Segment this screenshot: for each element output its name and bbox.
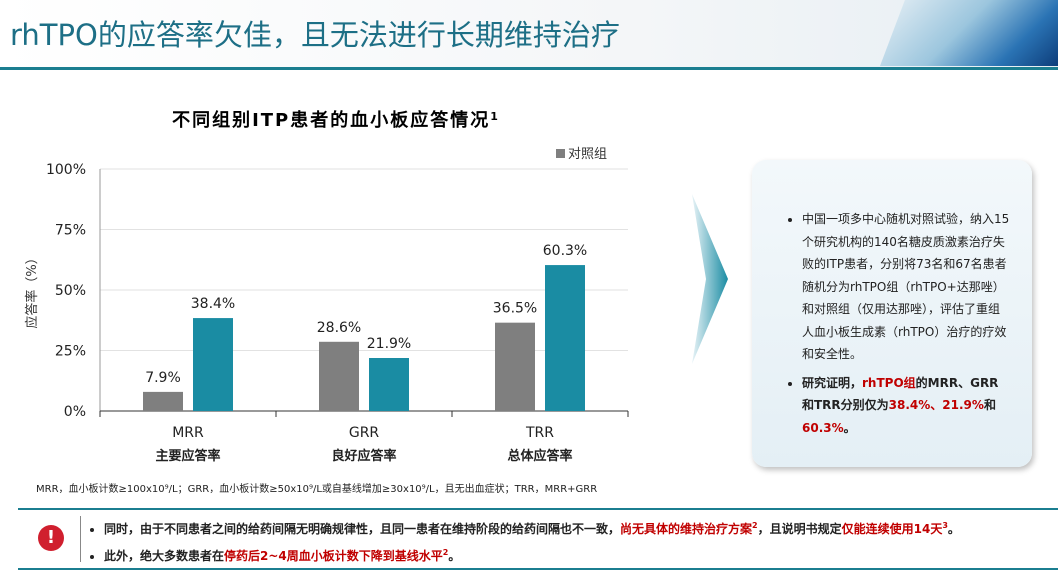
value-label: 7.9% (145, 370, 181, 386)
summary-box: 中国一项多中心随机对照试验，纳入15个研究机构的140名糖皮质激素治疗失败的IT… (752, 160, 1032, 467)
divider (80, 516, 81, 562)
x-tick-label: MRR (172, 425, 204, 441)
chart: 不同组别ITP患者的血小板应答情况1 应答率（%） 0% 25% 50% 75% 100% M… (24, 109, 629, 464)
bullet: 此外，绝大多数患者在停药后2~4周血小板计数下降到基线水平2。 (104, 541, 960, 568)
y-axis-label: 应答率（%） (24, 251, 40, 328)
text-segment: 中国一项多中心随机对照试验，纳入15个研究机构的140名糖皮质激素治疗失败的IT… (802, 212, 1010, 361)
bullet: 中国一项多中心随机对照试验，纳入15个研究机构的140名糖皮质激素治疗失败的IT… (802, 208, 1010, 366)
text-segment: 此外，绝大多数患者在 (104, 549, 225, 563)
text-segment: 停药后2~4周血小板计数下降到基线水平 (224, 549, 443, 563)
legend-label: 对照组 (568, 147, 607, 162)
bullet: 同时，由于不同患者之间的给药间隔无明确规律性，且同一患者在维持阶段的给药间隔也不… (104, 514, 960, 541)
notice: ! 同时，由于不同患者之间的给药间隔无明确规律性，且同一患者在维持阶段的给药间隔… (18, 508, 1058, 570)
text-segment: 60.3% (802, 420, 844, 435)
text-segment: 3 (942, 521, 948, 530)
y-tick-label: 75% (55, 223, 86, 239)
value-label: 38.4% (191, 296, 235, 312)
alert-icon: ! (38, 525, 64, 551)
text-segment: 和 (983, 398, 996, 412)
x-tick-sublabel: 主要应答率 (155, 448, 220, 464)
header-line (0, 67, 1058, 70)
text-segment: 尚无具体的维持治疗方案 (620, 522, 753, 536)
header-title: rhTPO的应答率欠佳，且无法进行长期维持治疗 (10, 18, 620, 52)
text-segment: 。 (947, 522, 960, 536)
text-segment: 仅能连续使用14天 (841, 522, 943, 536)
y-tick-label: 0% (64, 404, 86, 420)
text-segment: 。 (448, 549, 461, 563)
footnote: MRR，血小板计数≥100x10⁹/L；GRR，血小板计数≥50x10⁹/L或自… (36, 484, 598, 495)
x-tick-label: TRR (525, 425, 554, 441)
legend-swatch (556, 149, 565, 158)
chart-title: 不同组别ITP患者的血小板应答情况1 (172, 109, 500, 131)
text-segment: rhTPO组 (862, 375, 916, 390)
x-tick-sublabel: 总体应答率 (507, 448, 572, 464)
x-tick-sublabel: 良好应答率 (331, 448, 396, 464)
value-label: 60.3% (543, 243, 587, 259)
bar (495, 322, 535, 411)
x-tick-label: GRR (349, 425, 380, 441)
bar (319, 341, 359, 411)
text-segment: 2 (442, 548, 449, 557)
header-image (880, 0, 1058, 66)
text-segment: 。 (843, 420, 856, 435)
text-segment: 研究证明， (802, 375, 863, 390)
text-segment: 的MRR、GRR和TRR分别仅为 (802, 375, 999, 413)
text-segment: 同时，由于不同患者之间的给药间隔无明确规律性，且同一患者在维持阶段的给药间隔也不… (104, 522, 621, 536)
text-segment: ，且说明书规定 (757, 522, 842, 536)
y-tick-label: 100% (46, 162, 86, 178)
bar (193, 318, 233, 411)
header: rhTPO的应答率欠佳，且无法进行长期维持治疗 (0, 0, 1058, 68)
arrow (692, 194, 728, 364)
text-segment: 2 (752, 521, 758, 530)
title-superscript: 1 (490, 110, 500, 123)
bar (545, 265, 585, 411)
bullet: 研究证明，rhTPO组的MRR、GRR和TRR分别仅为38.4%、21.9%和 6… (802, 372, 1010, 440)
y-tick-label: 50% (55, 283, 86, 299)
value-label: 36.5% (493, 301, 537, 317)
value-label: 28.6% (317, 320, 361, 336)
bar (369, 358, 409, 411)
text-segment: 38.4%、21.9% (888, 398, 984, 412)
bar (143, 391, 183, 411)
value-label: 21.9% (367, 336, 411, 352)
y-tick-label: 25% (55, 344, 86, 360)
